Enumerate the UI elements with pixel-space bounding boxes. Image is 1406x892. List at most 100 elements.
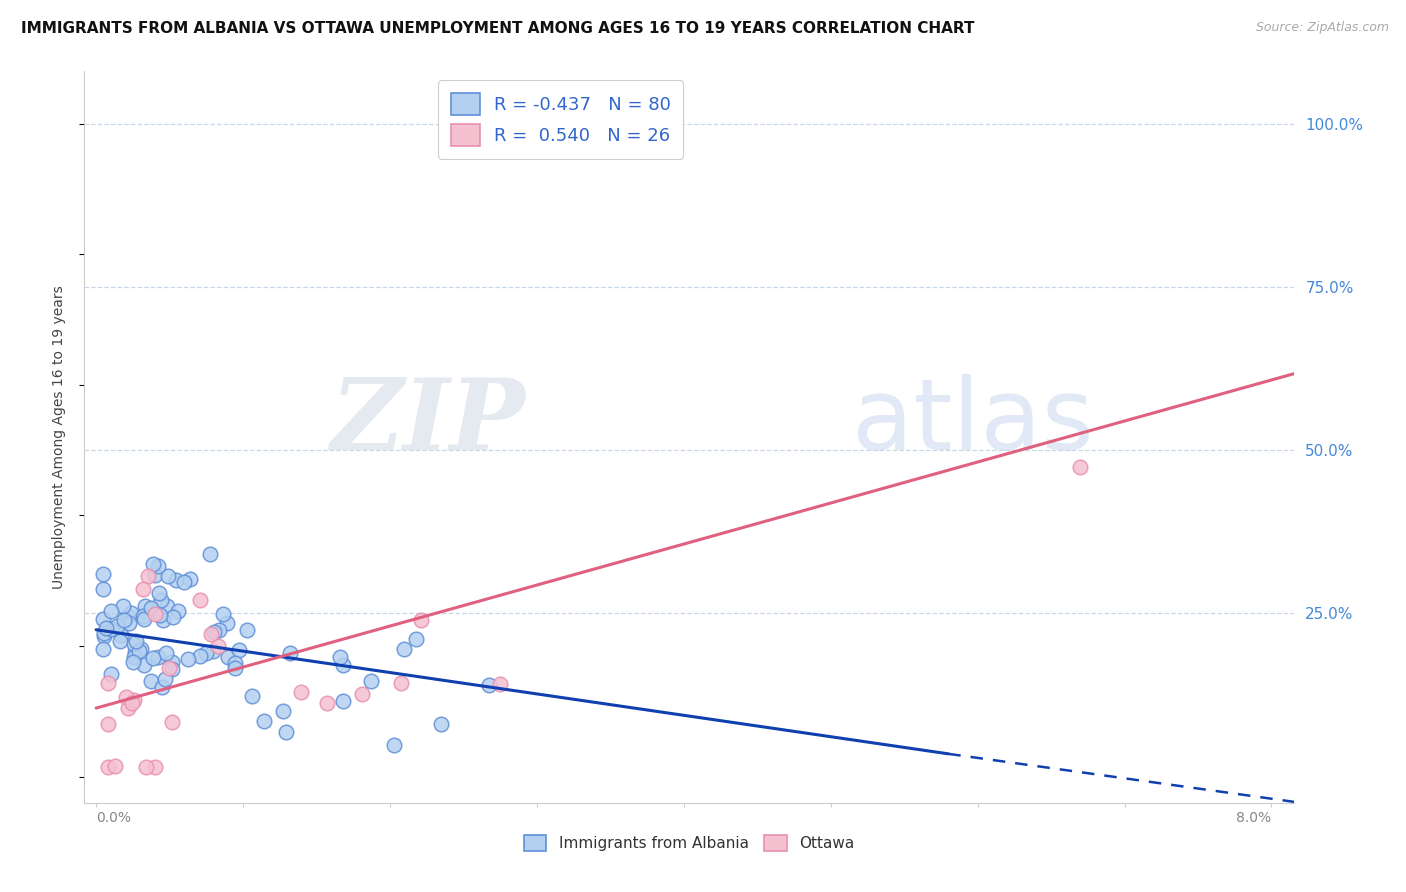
Point xyxy=(93,582,115,597)
Point xyxy=(409,613,432,627)
Point xyxy=(156,599,179,614)
Point xyxy=(100,667,122,681)
Point xyxy=(153,672,176,686)
Point xyxy=(202,625,225,640)
Point xyxy=(1069,459,1091,474)
Point xyxy=(112,599,135,614)
Point xyxy=(271,704,294,718)
Y-axis label: Unemployment Among Ages 16 to 19 years: Unemployment Among Ages 16 to 19 years xyxy=(52,285,66,589)
Point xyxy=(173,575,195,590)
Point xyxy=(93,566,115,581)
Point xyxy=(274,724,297,739)
Point xyxy=(93,625,115,640)
Text: IMMIGRANTS FROM ALBANIA VS OTTAWA UNEMPLOYMENT AMONG AGES 16 TO 19 YEARS CORRELA: IMMIGRANTS FROM ALBANIA VS OTTAWA UNEMPL… xyxy=(21,21,974,36)
Point xyxy=(139,673,162,688)
Point xyxy=(124,692,146,706)
Point xyxy=(157,661,180,675)
Point xyxy=(188,593,211,607)
Point xyxy=(125,633,148,648)
Point xyxy=(149,607,172,622)
Point xyxy=(224,657,246,671)
Point xyxy=(160,715,183,730)
Legend: Immigrants from Albania, Ottawa: Immigrants from Albania, Ottawa xyxy=(517,830,860,857)
Point xyxy=(128,643,150,657)
Point xyxy=(316,697,339,711)
Point xyxy=(360,674,382,689)
Point xyxy=(97,717,120,731)
Point xyxy=(122,650,145,665)
Text: Source: ZipAtlas.com: Source: ZipAtlas.com xyxy=(1256,21,1389,34)
Point xyxy=(394,642,416,657)
Point xyxy=(329,650,352,665)
Point xyxy=(141,600,163,615)
Point xyxy=(114,690,136,705)
Point xyxy=(117,608,139,623)
Point xyxy=(332,658,354,673)
Point xyxy=(121,696,143,710)
Point xyxy=(146,649,169,664)
Point xyxy=(121,655,143,669)
Point xyxy=(391,676,413,690)
Point xyxy=(94,621,117,635)
Point xyxy=(162,610,184,624)
Point xyxy=(160,662,183,676)
Point xyxy=(150,680,173,694)
Point xyxy=(152,613,174,627)
Point xyxy=(177,652,200,666)
Point xyxy=(120,606,142,620)
Point xyxy=(93,629,115,643)
Point xyxy=(132,658,155,673)
Point xyxy=(145,567,167,582)
Point xyxy=(195,646,218,660)
Point xyxy=(97,675,120,690)
Point xyxy=(188,648,211,663)
Point xyxy=(156,569,179,583)
Point xyxy=(132,608,155,623)
Text: 8.0%: 8.0% xyxy=(1236,811,1271,824)
Point xyxy=(200,627,222,641)
Point xyxy=(100,622,122,636)
Point xyxy=(136,569,159,583)
Point xyxy=(112,613,135,627)
Point xyxy=(290,685,312,699)
Point xyxy=(207,640,229,654)
Point xyxy=(110,628,132,642)
Point xyxy=(405,632,427,647)
Point xyxy=(143,607,166,621)
Point xyxy=(198,547,221,561)
Point xyxy=(165,574,187,588)
Text: 0.0%: 0.0% xyxy=(96,811,131,824)
Point xyxy=(278,646,301,660)
Point xyxy=(108,633,131,648)
Point xyxy=(224,660,246,674)
Point xyxy=(131,582,153,596)
Point xyxy=(93,641,115,656)
Point xyxy=(202,643,225,657)
Point xyxy=(134,599,156,613)
Point xyxy=(148,585,170,599)
Point xyxy=(384,739,406,753)
Point xyxy=(142,651,165,665)
Point xyxy=(142,558,165,572)
Point xyxy=(240,689,263,703)
Point xyxy=(129,641,152,656)
Point xyxy=(117,701,139,715)
Point xyxy=(167,603,190,617)
Point xyxy=(350,687,373,701)
Point xyxy=(124,645,146,659)
Point xyxy=(643,117,665,131)
Point xyxy=(430,716,453,731)
Point xyxy=(212,607,235,621)
Point xyxy=(97,760,120,774)
Point xyxy=(149,593,172,607)
Text: atlas: atlas xyxy=(852,374,1094,471)
Point xyxy=(228,642,250,657)
Point xyxy=(118,615,141,630)
Point xyxy=(122,637,145,651)
Point xyxy=(105,619,128,633)
Point xyxy=(207,623,229,637)
Point xyxy=(488,676,510,690)
Point xyxy=(93,612,115,626)
Point xyxy=(215,616,238,631)
Point xyxy=(132,612,155,626)
